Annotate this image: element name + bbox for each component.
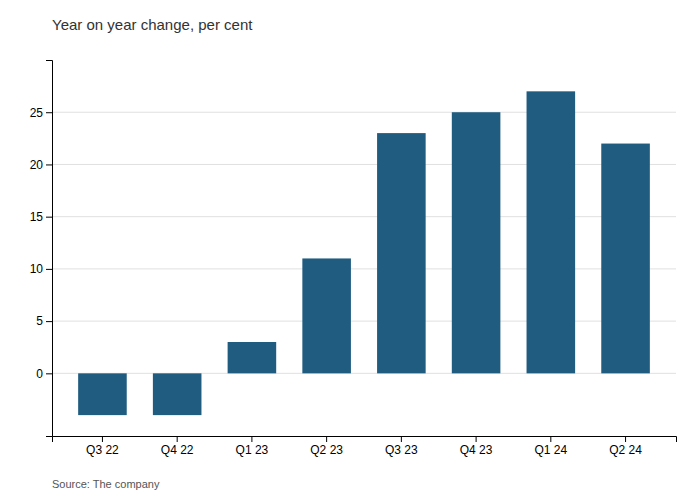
- x-tick-label: Q1 23: [236, 443, 269, 457]
- x-tick-label: Q4 23: [460, 443, 493, 457]
- plot: 0 5 10 15 20 25 Q3 22 Q4 22 Q1 23 Q2 23 Q3 23 Q4 23…: [30, 61, 677, 457]
- bar: [228, 342, 277, 373]
- y-tick-mark: [46, 112, 52, 113]
- x-tick: Q3 22: [86, 436, 119, 457]
- y-tick: 0: [36, 367, 52, 381]
- x-tick: Q4 23: [460, 436, 493, 457]
- y-tick-mark: [46, 269, 52, 270]
- y-tick-mark: [46, 164, 52, 165]
- y-tick: 5: [36, 314, 52, 328]
- grid-line: [52, 373, 676, 374]
- y-tick: 20: [30, 158, 52, 172]
- y-tick-mark: [46, 217, 52, 218]
- y-tick: 10: [30, 262, 52, 276]
- x-tick-mark: [401, 436, 402, 442]
- x-tick: Q2 23: [310, 436, 343, 457]
- y-tick-label: 15: [30, 210, 44, 224]
- x-tick: Q1 24: [534, 436, 567, 457]
- x-tick-label: Q3 22: [86, 443, 119, 457]
- chart: 0 5 10 15 20 25 Q3 22 Q4 22 Q1 23 Q2 23 Q3 23 Q4 23…: [0, 0, 700, 500]
- x-tick-mark: [476, 436, 477, 442]
- x-tick-label: Q1 24: [534, 443, 567, 457]
- x-tick-label: Q2 23: [310, 443, 343, 457]
- y-tick-label: 5: [36, 314, 43, 328]
- bar: [153, 373, 202, 415]
- y-axis-line: [46, 61, 53, 437]
- title: Year on year change, per cent: [52, 16, 253, 33]
- bar: [302, 258, 351, 373]
- x-tick-mark: [550, 436, 551, 442]
- y-tick-mark: [46, 321, 52, 322]
- x-tick-label: Q4 22: [161, 443, 194, 457]
- y-tick-label: 10: [30, 262, 44, 276]
- y-tick-label: 0: [36, 367, 43, 381]
- x-tick-label: Q2 24: [609, 443, 642, 457]
- grid-line: [52, 112, 676, 113]
- y-tick-label: 25: [30, 106, 44, 120]
- grid-line: [52, 216, 676, 217]
- x-tick-mark: [625, 436, 626, 442]
- y-axis: 0 5 10 15 20 25: [30, 61, 53, 437]
- x-axis: Q3 22 Q4 22 Q1 23 Q2 23 Q3 23 Q4 23 Q1 24 Q2 24: [53, 436, 677, 457]
- x-tick: Q2 24: [609, 436, 642, 457]
- bar: [452, 112, 501, 373]
- x-tick-mark: [177, 436, 178, 442]
- bar: [527, 91, 576, 373]
- grid: [52, 112, 676, 373]
- source-note: Source: The company: [52, 478, 160, 490]
- x-tick: Q4 22: [161, 436, 194, 457]
- grid-line: [52, 164, 676, 165]
- bars: [78, 91, 650, 415]
- x-tick-label: Q3 23: [385, 443, 418, 457]
- grid-line: [52, 321, 676, 322]
- x-tick-mark: [326, 436, 327, 442]
- bar: [78, 373, 127, 415]
- bar: [377, 133, 426, 373]
- x-tick: Q1 23: [236, 436, 269, 457]
- x-tick: Q3 23: [385, 436, 418, 457]
- y-tick: 15: [30, 210, 52, 224]
- y-tick-label: 20: [30, 158, 44, 172]
- x-tick-mark: [102, 436, 103, 442]
- y-tick-mark: [46, 373, 52, 374]
- x-tick-mark: [251, 436, 252, 442]
- grid-line: [52, 268, 676, 269]
- x-axis-line: [53, 437, 677, 443]
- bar: [601, 144, 650, 374]
- y-tick: 25: [30, 106, 52, 120]
